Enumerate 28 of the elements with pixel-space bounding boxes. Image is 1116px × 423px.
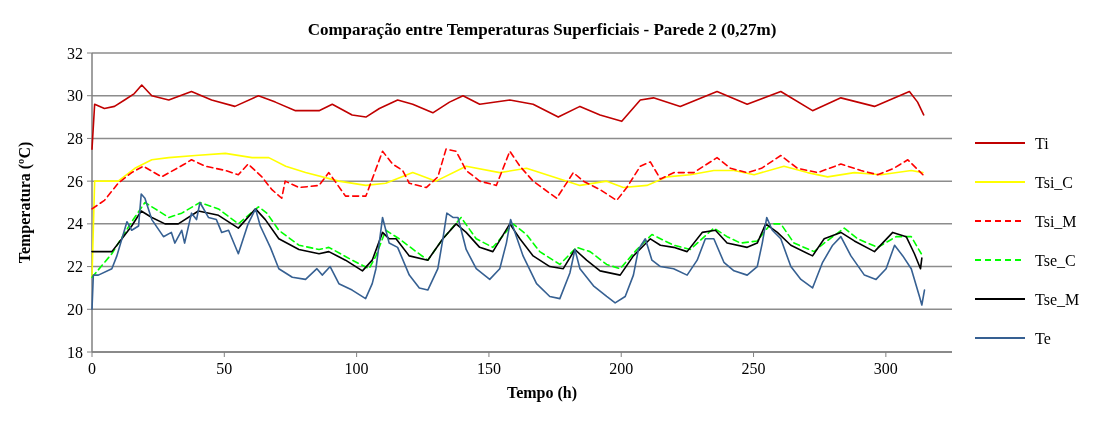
x-tick-label: 200: [609, 360, 634, 377]
x-tick-label: 0: [88, 360, 96, 377]
x-tick-label: 150: [476, 360, 501, 377]
y-tick-label: 22: [67, 258, 83, 276]
legend-label: Tsi_M: [1035, 212, 1077, 230]
y-tick-label: 30: [67, 87, 83, 105]
y-tick-label: 26: [67, 172, 83, 190]
legend-label: Tse_M: [1035, 290, 1080, 308]
y-tick-label: 28: [67, 130, 83, 148]
legend-label: Te: [1035, 329, 1051, 347]
legend-label: Ti: [1035, 134, 1050, 152]
y-axis-title: Temperatura (ºC): [16, 141, 34, 264]
legend-label: Tsi_C: [1035, 173, 1073, 191]
x-tick-label: 300: [873, 360, 898, 377]
legend-label: Tse_C: [1035, 251, 1076, 269]
x-tick-label: 100: [344, 360, 369, 377]
y-tick-label: 24: [67, 215, 83, 233]
chart-title: Comparação entre Temperaturas Superficiais - Parede 2 (0,27m): [307, 20, 777, 39]
x-axis-title: Tempo (h): [506, 384, 578, 402]
line-series: [91, 84, 925, 150]
line-series: [91, 193, 926, 311]
x-tick-label: 50: [216, 360, 233, 377]
line-series: [91, 152, 924, 279]
y-tick-label: 20: [67, 300, 83, 318]
line-series: [91, 148, 924, 210]
y-tick-label: 32: [67, 44, 83, 62]
x-tick-label: 250: [741, 360, 766, 377]
y-tick-label: 18: [67, 343, 83, 361]
